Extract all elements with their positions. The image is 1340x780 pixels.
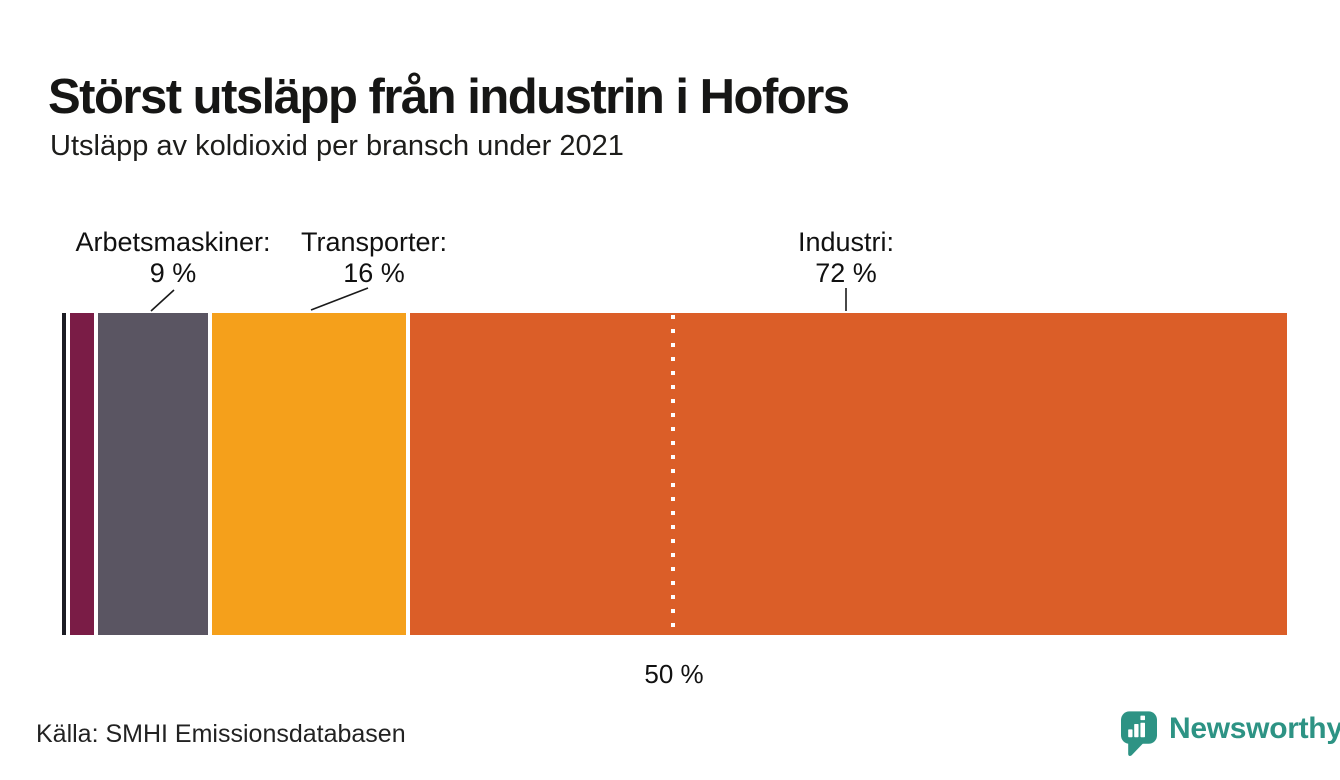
bar-segment-arbetsmaskiner bbox=[98, 313, 208, 635]
label-industri-value: 72 % bbox=[815, 258, 877, 288]
label-arbetsmaskiner: Arbetsmaskiner: 9 % bbox=[75, 227, 270, 289]
page-title: Störst utsläpp från industrin i Hofors bbox=[48, 69, 850, 124]
source-caption: Källa: SMHI Emissionsdatabasen bbox=[36, 720, 406, 748]
connector-transporter bbox=[310, 287, 369, 311]
newsworthy-icon bbox=[1121, 711, 1157, 756]
label-industri-name: Industri: bbox=[797, 227, 895, 257]
chart-subtitle: Utsläpp av koldioxid per bransch under 2… bbox=[50, 130, 624, 162]
label-transporter-value: 16 % bbox=[343, 258, 405, 288]
label-arbetsmaskiner-name: Arbetsmaskiner: bbox=[75, 227, 271, 257]
label-industri: Industri: 72 % bbox=[798, 227, 894, 289]
newsworthy-wordmark: Newsworthy bbox=[1169, 712, 1340, 745]
fifty-percent-dotted-line bbox=[671, 315, 675, 633]
newsworthy-logo[interactable]: Newsworthy bbox=[1118, 709, 1340, 757]
label-transporter-name: Transporter: bbox=[300, 227, 448, 257]
fifty-percent-label: 50 % bbox=[644, 659, 704, 689]
connector-arbetsmaskiner bbox=[150, 289, 175, 312]
bar-segment--unlabeled-sector- bbox=[69, 313, 94, 635]
bar-segment-industri bbox=[410, 313, 1287, 635]
bar-segment--unlabeled-small-sector- bbox=[62, 313, 66, 635]
label-transporter: Transporter: 16 % bbox=[301, 227, 447, 289]
bar-segment-transporter bbox=[211, 313, 407, 635]
label-arbetsmaskiner-value: 9 % bbox=[149, 258, 197, 288]
